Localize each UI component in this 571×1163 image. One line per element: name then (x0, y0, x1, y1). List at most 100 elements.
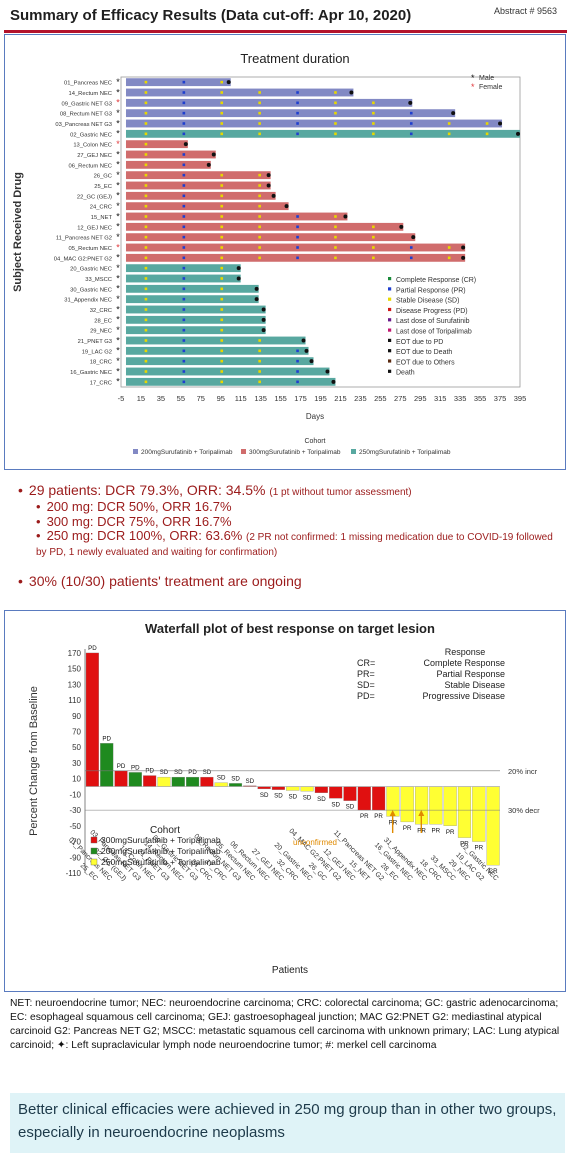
response-label: SD (203, 769, 212, 776)
response-label: SD (217, 775, 226, 782)
subject-label: 13_Colon NEC (73, 143, 112, 149)
response-label: PR (474, 845, 483, 852)
response-marker (182, 246, 186, 249)
marker-legend-symbol (388, 338, 392, 342)
response-marker (182, 318, 186, 322)
response-marker (220, 132, 224, 136)
waterfall-bar (228, 783, 243, 787)
response-marker (144, 277, 148, 280)
subject-label: 04_MAC G2:PNET G2 (54, 256, 112, 262)
duration-bar (125, 181, 271, 190)
chart1-ylabel: Subject Received Drug (12, 172, 24, 292)
bullet-ongoing: • 30% (10/30) patients' treatment are ong… (18, 573, 302, 589)
chart1-xlabel: Days (306, 412, 324, 421)
response-marker (258, 204, 261, 208)
subject-label: 14_Rectum NEC (69, 91, 113, 97)
y-tick-label: -30 (69, 806, 81, 815)
sex-marker: * (116, 263, 120, 273)
response-marker (372, 101, 375, 105)
chart1-plot-frame (120, 76, 521, 388)
y-tick-label: 130 (68, 680, 82, 689)
duration-bar (125, 336, 306, 345)
response-marker (447, 122, 451, 125)
subject-label: 03_Pancreas NET G3 (55, 122, 112, 128)
subject-label: 30_Gastric NEC (70, 287, 112, 293)
response-marker (182, 235, 186, 239)
response-marker (182, 297, 186, 301)
bullet-250mg: • 250 mg: DCR 100%, ORR: 63.6% (2 PR not … (36, 528, 553, 558)
response-marker (220, 194, 224, 198)
marker-legend-label: EOT due to PD (396, 339, 443, 346)
sex-marker: * (116, 294, 120, 304)
response-marker (144, 370, 148, 373)
response-marker (144, 173, 148, 177)
response-marker (409, 111, 413, 115)
response-marker (258, 184, 261, 187)
sex-marker: * (116, 222, 120, 232)
response-marker (182, 277, 186, 280)
response-marker (220, 349, 224, 353)
response-marker (144, 246, 148, 249)
response-label: SD (274, 793, 283, 800)
x-tick-label: 375 (494, 394, 507, 403)
waterfall-bar (443, 786, 457, 826)
marker-legend-symbol (388, 287, 392, 291)
end-marker (451, 111, 456, 116)
response-marker (182, 111, 186, 115)
response-marker (220, 297, 224, 301)
duration-bar (125, 98, 413, 107)
response-marker (258, 101, 261, 105)
x-tick-label: 315 (434, 394, 447, 403)
response-marker (144, 163, 148, 167)
response-marker (409, 246, 413, 249)
bullet-200mg: • 200 mg: DCR 50%, ORR 16.7% (36, 499, 232, 514)
response-marker (220, 339, 224, 342)
response-marker (182, 308, 186, 311)
response-marker (144, 287, 148, 291)
response-marker (296, 111, 299, 115)
cohort-legend-title: Cohort (304, 438, 325, 445)
unconfirmed-arrowhead (418, 810, 425, 816)
waterfall-bar (457, 786, 472, 838)
end-marker (183, 142, 188, 147)
x-tick-label: 335 (454, 394, 467, 403)
end-marker (516, 131, 520, 136)
end-marker (271, 193, 276, 198)
response-marker (258, 370, 261, 373)
response-marker (144, 339, 148, 342)
response-marker (182, 194, 186, 198)
response-marker (258, 215, 261, 218)
response-marker (182, 266, 186, 270)
response-marker (334, 215, 337, 218)
response-marker (182, 153, 186, 156)
response-marker (296, 215, 299, 218)
response-marker (258, 173, 261, 177)
chart2-title: Waterfall plot of best response on targe… (145, 621, 435, 636)
subject-label: 17_CRC (90, 380, 112, 386)
end-marker (304, 348, 309, 353)
response-marker (182, 328, 186, 332)
response-marker (182, 287, 186, 291)
end-marker (498, 121, 503, 126)
sex-legend-marker: * (471, 73, 475, 83)
response-marker (334, 101, 337, 105)
page-title: Summary of Efficacy Results (Data cut-of… (10, 7, 412, 24)
subject-label: 32_CRC (90, 308, 112, 314)
waterfall-bar (300, 786, 314, 792)
duration-bar (125, 140, 188, 149)
subject-label: 15_NET (91, 215, 113, 221)
waterfall-bar (400, 786, 414, 823)
duration-bar (125, 202, 289, 211)
duration-bar (125, 243, 466, 252)
y-tick-label: 30 (72, 759, 81, 768)
marker-legend-label: Stable Disease (SD) (396, 298, 459, 305)
response-marker (182, 380, 186, 384)
response-marker (372, 235, 375, 239)
waterfall-bar (257, 786, 271, 790)
response-marker (144, 380, 148, 384)
response-marker (182, 173, 186, 177)
response-marker (296, 91, 299, 94)
subject-label: 27_GEJ NEC (77, 153, 112, 159)
response-marker (258, 359, 261, 363)
